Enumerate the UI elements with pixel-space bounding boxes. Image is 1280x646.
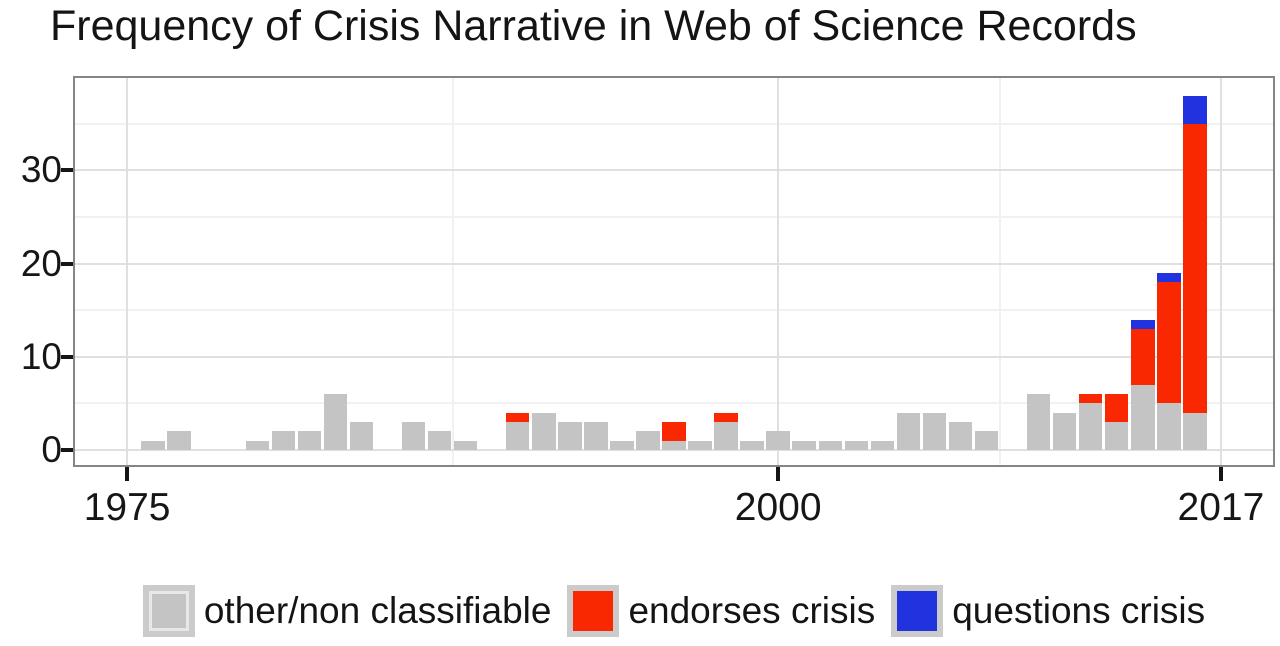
bar-2006-other-non-classifiable (922, 412, 947, 451)
bar-1982-other-non-classifiable (297, 431, 322, 451)
bar-2000-other-non-classifiable (766, 431, 790, 451)
bar-2012-endorses-crisis (1078, 394, 1103, 404)
bar-1977-other-non-classifiable (167, 431, 191, 451)
bar-2002-other-non-classifiable (818, 440, 842, 451)
y-minor-gridline (75, 215, 1273, 218)
bar-1995-other-non-classifiable (636, 431, 660, 451)
x-major-gridline (1219, 78, 1222, 465)
bar-2016-questions-crisis (1183, 95, 1207, 124)
x-tick-label: 1975 (83, 486, 171, 529)
y-minor-gridline (75, 309, 1273, 312)
bar-1996-endorses-crisis (662, 422, 686, 441)
bar-2010-other-non-classifiable (1026, 394, 1051, 451)
x-minor-gridline (998, 78, 1001, 465)
plot-area (73, 76, 1275, 467)
bar-2004-other-non-classifiable (870, 440, 895, 451)
bar-1993-other-non-classifiable (584, 422, 608, 451)
y-tick (61, 448, 75, 453)
bar-1986-other-non-classifiable (401, 422, 426, 451)
bar-1990-other-non-classifiable (506, 422, 530, 451)
bar-2015-endorses-crisis (1157, 282, 1181, 404)
bar-1976-other-non-classifiable (141, 440, 165, 451)
bar-2015-questions-crisis (1157, 272, 1181, 283)
bar-1981-other-non-classifiable (271, 431, 296, 451)
x-tick (1218, 467, 1223, 481)
legend: other/non classifiable endorses crisis que… (75, 582, 1273, 640)
bar-1983-other-non-classifiable (323, 394, 348, 451)
legend-label: other/non classifiable (203, 590, 552, 631)
bar-1991-other-non-classifiable (532, 412, 556, 451)
legend-key (891, 585, 944, 637)
bar-2014-questions-crisis (1131, 319, 1155, 329)
bar-2012-other-non-classifiable (1078, 403, 1103, 451)
bar-2016-endorses-crisis (1183, 123, 1207, 413)
legend-item-0: other/non classifiable (142, 585, 552, 637)
bar-2003-other-non-classifiable (844, 440, 869, 451)
y-tick-label: 20 (20, 242, 62, 284)
legend-swatch-icon (148, 591, 189, 631)
y-tick (61, 168, 75, 173)
bar-1998-endorses-crisis (714, 412, 738, 423)
y-tick-label: 10 (20, 335, 62, 377)
y-tick-label: 30 (20, 149, 62, 191)
y-tick (61, 354, 75, 359)
bar-1990-endorses-crisis (506, 412, 530, 423)
bar-2011-other-non-classifiable (1052, 412, 1077, 451)
bar-1984-other-non-classifiable (349, 422, 374, 451)
legend-key (142, 585, 195, 637)
bar-2013-endorses-crisis (1105, 394, 1129, 423)
y-minor-gridline (75, 122, 1273, 125)
bar-1994-other-non-classifiable (610, 440, 634, 451)
legend-swatch-icon (573, 591, 614, 631)
bar-2014-endorses-crisis (1131, 328, 1155, 385)
bar-2001-other-non-classifiable (792, 440, 816, 451)
y-tick (61, 261, 75, 266)
x-major-gridline (126, 78, 129, 465)
bar-2005-other-non-classifiable (896, 412, 921, 451)
legend-key (567, 585, 620, 637)
x-tick-label: 2000 (734, 486, 822, 529)
x-tick-label: 2017 (1177, 486, 1265, 529)
bar-1992-other-non-classifiable (558, 422, 582, 451)
bar-1996-other-non-classifiable (662, 440, 686, 451)
y-major-gridline (75, 169, 1273, 172)
bar-2016-other-non-classifiable (1183, 412, 1207, 451)
y-tick-label: 0 (41, 429, 62, 471)
x-tick (776, 467, 781, 481)
legend-label: endorses crisis (628, 590, 876, 631)
legend-item-1: endorses crisis (567, 585, 875, 637)
chart-title: Frequency of Crisis Narrative in Web of … (50, 2, 1137, 50)
bar-2013-other-non-classifiable (1105, 422, 1129, 451)
y-major-gridline (75, 262, 1273, 265)
bar-1987-other-non-classifiable (427, 431, 452, 451)
bar-2007-other-non-classifiable (948, 422, 973, 451)
bar-1998-other-non-classifiable (714, 422, 738, 451)
y-major-gridline (75, 355, 1273, 358)
x-minor-gridline (451, 78, 454, 465)
y-major-gridline (75, 449, 1273, 452)
legend-label: questions crisis (952, 590, 1206, 631)
bar-1997-other-non-classifiable (688, 440, 712, 451)
legend-swatch-icon (897, 591, 938, 631)
bar-2015-other-non-classifiable (1157, 403, 1181, 451)
bar-1980-other-non-classifiable (245, 440, 270, 451)
x-major-gridline (777, 78, 780, 465)
bar-2014-other-non-classifiable (1131, 384, 1155, 451)
legend-item-2: questions crisis (891, 585, 1205, 637)
bar-2008-other-non-classifiable (974, 431, 999, 451)
y-minor-gridline (75, 402, 1273, 405)
bar-1999-other-non-classifiable (740, 440, 764, 451)
bar-1988-other-non-classifiable (453, 440, 478, 451)
x-tick (125, 467, 130, 481)
